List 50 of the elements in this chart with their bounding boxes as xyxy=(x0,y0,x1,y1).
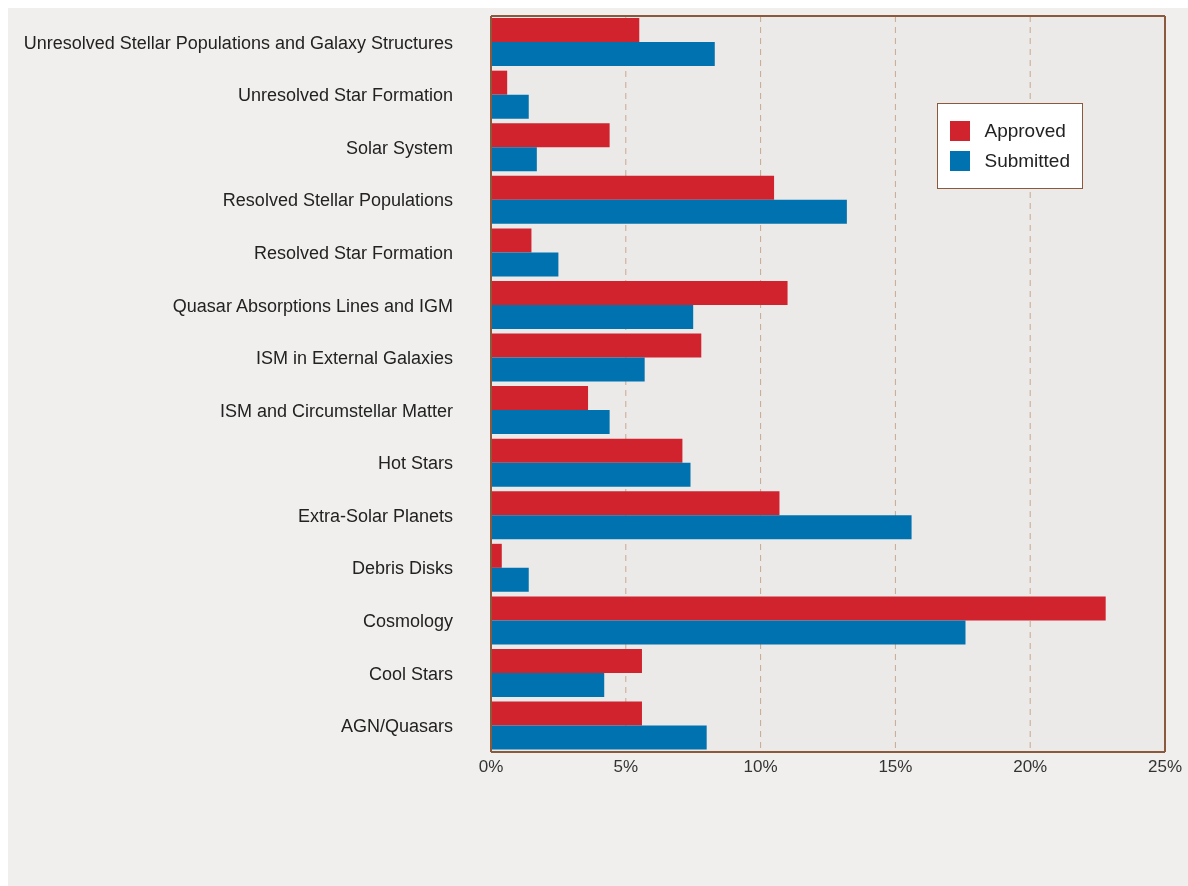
legend-label: Approved xyxy=(984,120,1066,142)
y-tick-label: Hot Stars xyxy=(377,453,453,474)
bar xyxy=(491,304,694,329)
bar xyxy=(491,410,610,435)
y-tick-label: Extra-Solar Planets xyxy=(297,505,453,526)
y-tick-label: Resolved Stellar Populations xyxy=(222,190,453,211)
y-tick-label: Unresolved Star Formation xyxy=(237,85,453,106)
bar xyxy=(491,386,589,411)
bar xyxy=(491,701,642,726)
bar xyxy=(491,175,775,200)
bar xyxy=(491,543,502,568)
x-tick-label: 15% xyxy=(878,757,913,777)
bar xyxy=(491,648,642,673)
bar xyxy=(491,280,788,305)
bar xyxy=(491,147,537,172)
x-tick-label: 25% xyxy=(1147,757,1183,777)
bar xyxy=(491,42,715,67)
bar xyxy=(491,515,912,540)
bar xyxy=(491,18,640,43)
bar xyxy=(491,672,605,697)
y-tick-label: ISM and Circumstellar Matter xyxy=(219,400,453,421)
bar xyxy=(491,438,683,463)
bar xyxy=(491,70,508,95)
y-tick-label: Resolved Star Formation xyxy=(253,242,453,263)
y-tick-label: AGN/Quasars xyxy=(340,716,453,737)
y-tick-label: ISM in External Galaxies xyxy=(255,348,453,369)
bar xyxy=(491,123,610,148)
bar xyxy=(491,357,645,382)
y-tick-label: Cool Stars xyxy=(368,663,453,684)
bar xyxy=(491,596,1106,621)
x-tick-label: 0% xyxy=(478,757,504,777)
y-tick-label: Unresolved Stellar Populations and Galaxy Structures xyxy=(23,32,453,53)
y-tick-label: Debris Disks xyxy=(351,558,453,579)
bar xyxy=(491,567,529,592)
x-tick-label: 20% xyxy=(1013,757,1048,777)
y-tick-label: Cosmology xyxy=(362,610,453,631)
bar xyxy=(491,620,966,645)
y-tick-label: Solar System xyxy=(345,137,453,158)
bar xyxy=(491,252,559,277)
bar xyxy=(491,333,702,358)
legend-label: Submitted xyxy=(984,150,1070,172)
x-tick-label: 10% xyxy=(743,757,778,777)
x-tick-label: 5% xyxy=(613,757,639,777)
y-tick-label: Quasar Absorptions Lines and IGM xyxy=(172,295,453,316)
bar xyxy=(491,94,529,119)
bar xyxy=(491,725,707,750)
bar xyxy=(491,199,847,224)
bar xyxy=(491,462,691,487)
bar xyxy=(491,491,780,516)
bar xyxy=(491,228,532,253)
